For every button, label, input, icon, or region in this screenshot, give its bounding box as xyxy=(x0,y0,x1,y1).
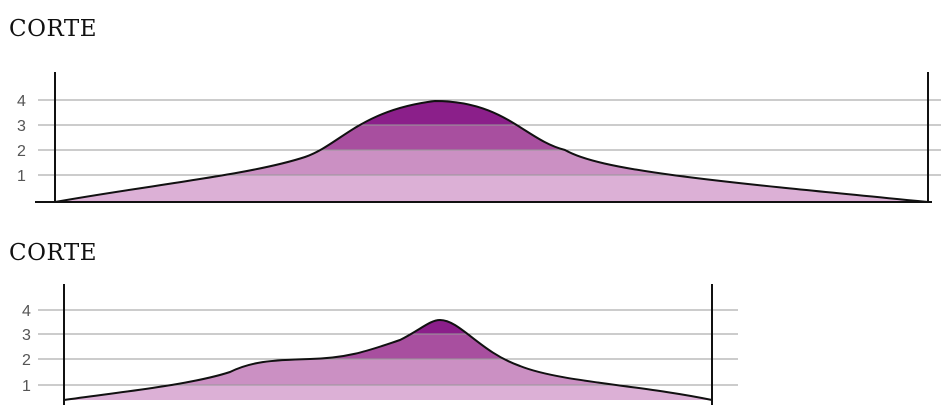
elevation-band-4 xyxy=(64,320,712,334)
elevation-band-1 xyxy=(64,385,712,400)
terrain-outline xyxy=(54,99,929,203)
elevation-band-3 xyxy=(64,334,712,359)
terrain-outline xyxy=(63,318,713,401)
level-label-4: 4 xyxy=(17,93,26,110)
level-label-2: 2 xyxy=(17,143,26,160)
level-label-1: 1 xyxy=(22,378,31,395)
level-label-3: 3 xyxy=(17,118,26,135)
level-label-2: 2 xyxy=(22,352,31,369)
level-label-4: 4 xyxy=(22,303,31,320)
level-label-3: 3 xyxy=(22,327,31,344)
section-title-1: CORTE xyxy=(9,16,97,42)
elevation-band-2 xyxy=(64,359,712,385)
section-title-2: CORTE xyxy=(9,240,97,266)
level-label-1: 1 xyxy=(17,168,26,185)
